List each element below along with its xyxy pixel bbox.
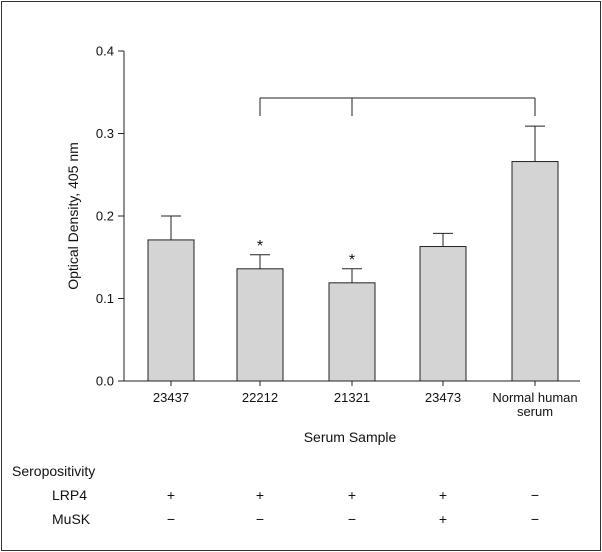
seropositivity-row-label: MuSK <box>52 511 91 527</box>
seropositivity-sign: + <box>256 487 264 503</box>
y-tick-label: 0.1 <box>96 291 114 306</box>
seropositivity-sign: + <box>348 487 356 503</box>
bar <box>511 161 559 382</box>
bar <box>236 268 284 382</box>
x-tick-label: Normal human serum <box>492 390 577 419</box>
bar <box>147 239 195 382</box>
seropositivity-sign: + <box>439 487 447 503</box>
seropositivity-sign: − <box>167 511 175 527</box>
y-tick-label: 0.2 <box>96 209 114 224</box>
x-axis-title: Serum Sample <box>304 429 397 445</box>
significance-marker: * <box>349 252 355 269</box>
x-tick-label: 23473 <box>425 390 461 405</box>
labels: 23437 22212 * 21321 * 23473 Normal human serum <box>153 238 578 419</box>
axes: 0.0 0.1 0.2 0.3 0.4 <box>96 44 580 389</box>
bar <box>419 246 467 382</box>
seropositivity-sign: + <box>439 511 447 527</box>
seropositivity-sign: − <box>348 511 356 527</box>
significance-marker: * <box>257 238 263 255</box>
seropositivity-sign: + <box>167 487 175 503</box>
seropositivity-sign: − <box>531 487 539 503</box>
y-tick-label: 0.3 <box>96 126 114 141</box>
y-axis-title: Optical Density, 405 nm <box>65 142 81 290</box>
seropositivity-table: Seropositivity LRP4 + + + + − MuSK − − − + − <box>12 463 539 527</box>
seropositivity-sign: − <box>531 511 539 527</box>
x-tick-label: 22212 <box>242 390 278 405</box>
x-tick-label: 23437 <box>153 390 189 405</box>
bar <box>328 282 376 382</box>
y-tick-label: 0.4 <box>96 44 114 59</box>
x-tick-label: 21321 <box>334 390 370 405</box>
seropositivity-row-label: LRP4 <box>52 487 87 503</box>
seropositivity-sign: − <box>256 511 264 527</box>
y-tick-label: 0.0 <box>96 374 114 389</box>
bars <box>147 125 559 382</box>
seropositivity-title: Seropositivity <box>12 463 95 479</box>
